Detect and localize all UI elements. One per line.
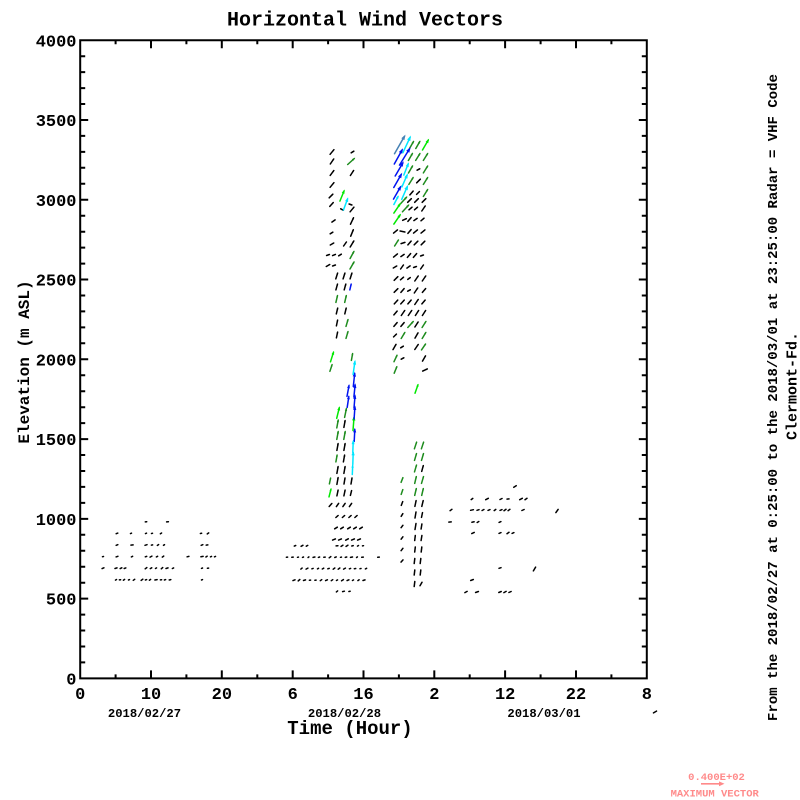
svg-text:From the 2018/02/27 at 0:25:0: From the 2018/02/27 at 0:25:00 to the 20… xyxy=(766,74,782,721)
svg-text:22: 22 xyxy=(566,686,586,705)
svg-text:3500: 3500 xyxy=(36,113,77,132)
svg-text:Clermont-Fd.: Clermont-Fd. xyxy=(785,332,800,440)
svg-text:0: 0 xyxy=(66,672,76,691)
svg-text:2000: 2000 xyxy=(36,352,77,371)
svg-text:20: 20 xyxy=(212,686,232,705)
svg-text:12: 12 xyxy=(495,686,515,705)
svg-text:Time (Hour): Time (Hour) xyxy=(287,718,412,740)
svg-text:2018/02/27: 2018/02/27 xyxy=(108,707,181,721)
svg-text:2018/02/28: 2018/02/28 xyxy=(308,707,381,721)
svg-text:Horizontal Wind Vectors: Horizontal Wind Vectors xyxy=(227,10,503,33)
svg-text:Elevation (m ASL): Elevation (m ASL) xyxy=(16,280,34,443)
svg-text:6: 6 xyxy=(288,686,298,705)
svg-text:2018/03/01: 2018/03/01 xyxy=(507,707,580,721)
svg-text:2: 2 xyxy=(429,686,439,705)
svg-text:500: 500 xyxy=(46,592,77,611)
svg-text:2500: 2500 xyxy=(36,273,77,292)
svg-text:16: 16 xyxy=(353,686,373,705)
svg-text:3000: 3000 xyxy=(36,193,77,212)
svg-text:1000: 1000 xyxy=(36,512,77,531)
svg-text:MAXIMUM VECTOR: MAXIMUM VECTOR xyxy=(671,789,760,800)
svg-text:1500: 1500 xyxy=(36,432,77,451)
svg-text:8: 8 xyxy=(642,686,652,705)
svg-text:4000: 4000 xyxy=(36,33,77,52)
svg-text:0: 0 xyxy=(75,686,85,705)
svg-text:10: 10 xyxy=(141,686,161,705)
svg-text:0.400E+02: 0.400E+02 xyxy=(688,772,745,784)
